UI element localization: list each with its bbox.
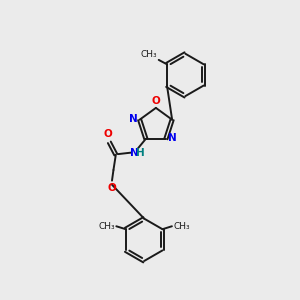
Text: CH₃: CH₃	[98, 222, 115, 231]
Text: O: O	[108, 183, 116, 193]
Text: CH₃: CH₃	[173, 222, 190, 231]
Text: N: N	[129, 114, 138, 124]
Text: H: H	[136, 148, 144, 158]
Text: O: O	[103, 129, 112, 140]
Text: O: O	[152, 95, 160, 106]
Text: CH₃: CH₃	[141, 50, 158, 59]
Text: N: N	[130, 148, 139, 158]
Text: N: N	[168, 133, 177, 143]
